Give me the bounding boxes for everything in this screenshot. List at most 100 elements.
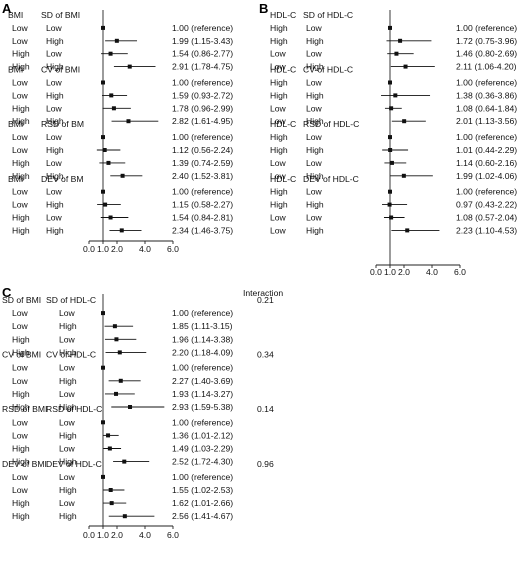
point-estimate	[128, 405, 133, 409]
row-category-1: High	[270, 132, 288, 142]
or-ci-label: 2.82 (1.61-4.95)	[172, 116, 233, 126]
or-ci-label: 1.00 (reference)	[172, 472, 233, 482]
point-estimate	[402, 119, 407, 124]
row-category-1: High	[270, 36, 288, 46]
x-tick-label: 4.0	[139, 530, 151, 540]
row-category-1: High	[270, 187, 288, 197]
point-estimate	[118, 378, 123, 383]
x-tick-label: 6.0	[167, 530, 179, 540]
row-category-2: High	[46, 145, 64, 155]
panel-letter: B	[259, 1, 268, 16]
or-ci-label: 1.00 (reference)	[172, 308, 233, 318]
row-category-2: Low	[59, 444, 76, 454]
group-variable-1: DEV of BMI	[2, 459, 47, 469]
or-ci-label: 2.56 (1.41-4.67)	[172, 511, 233, 521]
x-tick-label: 4.0	[139, 244, 151, 254]
point-estimate	[388, 189, 392, 194]
interaction-p-value: 0.96	[257, 459, 274, 469]
panel-c: C Interaction 0.0 1.0 2.0 4.0 6.0 SD of BMI SD o…	[2, 285, 283, 540]
or-ci-label: 1.55 (1.02-2.53)	[172, 485, 233, 495]
row-category-1: High	[12, 511, 30, 521]
or-ci-label: 2.52 (1.72-4.30)	[172, 457, 233, 467]
point-estimate	[388, 25, 392, 30]
x-tick-label: 2.0	[111, 244, 123, 254]
group-variable-1: BMI	[8, 65, 23, 75]
row-category-1: High	[12, 103, 30, 113]
point-estimate	[101, 189, 105, 194]
group-variable-1: RSD of BMI	[2, 404, 47, 414]
point-estimate	[107, 446, 112, 451]
row-category-2: Low	[59, 472, 76, 482]
x-tick-label: 4.0	[426, 267, 438, 277]
row-category-1: Low	[270, 171, 287, 181]
or-ci-label: 2.01 (1.13-3.56)	[456, 116, 517, 126]
row-category-1: High	[12, 158, 30, 168]
point-estimate	[117, 350, 122, 355]
or-ci-label: 1.00 (reference)	[456, 78, 517, 88]
row-category-1: Low	[12, 36, 29, 46]
point-estimate	[127, 64, 132, 69]
or-ci-label: 1.00 (reference)	[456, 187, 517, 197]
group-variable-2: CV of BMI	[41, 65, 80, 75]
point-estimate	[101, 474, 105, 479]
row-category-2: Low	[59, 498, 76, 508]
x-tick-label: 1.0	[97, 530, 109, 540]
row-category-1: Low	[12, 363, 29, 373]
point-estimate	[405, 228, 410, 233]
point-estimate	[389, 215, 394, 220]
or-ci-label: 2.20 (1.18-4.09)	[172, 347, 233, 357]
or-ci-label: 1.08 (0.64-1.84)	[456, 103, 517, 113]
row-category-1: High	[12, 457, 30, 467]
row-category-2: High	[59, 402, 77, 412]
row-category-1: High	[270, 23, 288, 33]
or-ci-label: 1.99 (1.15-3.43)	[172, 36, 233, 46]
point-estimate	[112, 324, 117, 329]
x-tick-label: 0.0	[83, 530, 95, 540]
row-category-2: High	[59, 321, 77, 331]
row-category-2: High	[59, 376, 77, 386]
row-category-2: Low	[306, 49, 323, 59]
or-ci-label: 1.00 (reference)	[456, 132, 517, 142]
x-tick-label: 0.0	[370, 267, 382, 277]
row-category-1: Low	[270, 158, 287, 168]
row-category-2: Low	[306, 213, 323, 223]
point-estimate	[401, 173, 406, 178]
row-category-1: Low	[12, 145, 29, 155]
row-category-1: Low	[12, 90, 29, 100]
or-ci-label: 1.99 (1.02-4.06)	[456, 171, 517, 181]
point-estimate	[108, 215, 113, 220]
point-estimate	[387, 202, 392, 207]
or-ci-label: 2.11 (1.06-4.20)	[456, 62, 517, 72]
point-estimate	[114, 38, 119, 43]
or-ci-label: 1.14 (0.60-2.16)	[456, 158, 517, 168]
row-category-2: High	[46, 36, 64, 46]
row-category-2: Low	[46, 158, 63, 168]
point-estimate	[101, 135, 105, 140]
group-variable-2: RSD of HDL-C	[303, 119, 359, 129]
row-category-1: High	[12, 213, 30, 223]
group-variable-1: HDL-C	[270, 119, 296, 129]
or-ci-label: 1.96 (1.14-3.38)	[172, 334, 233, 344]
or-ci-label: 2.40 (1.52-3.81)	[172, 171, 233, 181]
row-category-2: High	[306, 116, 324, 126]
or-ci-label: 1.12 (0.56-2.24)	[172, 145, 233, 155]
row-category-1: Low	[12, 376, 29, 386]
row-category-1: High	[270, 90, 288, 100]
row-category-2: High	[59, 511, 77, 521]
row-category-1: High	[12, 389, 30, 399]
group-variable-2: SD of HDL-C	[303, 10, 353, 20]
row-category-2: Low	[46, 132, 63, 142]
row-category-1: Low	[270, 62, 287, 72]
row-category-1: Low	[270, 103, 287, 113]
row-category-1: High	[12, 49, 30, 59]
or-ci-label: 1.93 (1.14-3.27)	[172, 389, 233, 399]
row-category-2: Low	[59, 417, 76, 427]
point-estimate	[122, 459, 127, 464]
group-variable-1: HDL-C	[270, 174, 296, 184]
group-variable-1: BMI	[8, 119, 23, 129]
row-category-2: Low	[46, 78, 63, 88]
point-estimate	[388, 80, 392, 85]
or-ci-label: 2.34 (1.46-3.75)	[172, 225, 233, 235]
or-ci-label: 1.62 (1.01-2.66)	[172, 498, 233, 508]
row-category-1: Low	[12, 132, 29, 142]
